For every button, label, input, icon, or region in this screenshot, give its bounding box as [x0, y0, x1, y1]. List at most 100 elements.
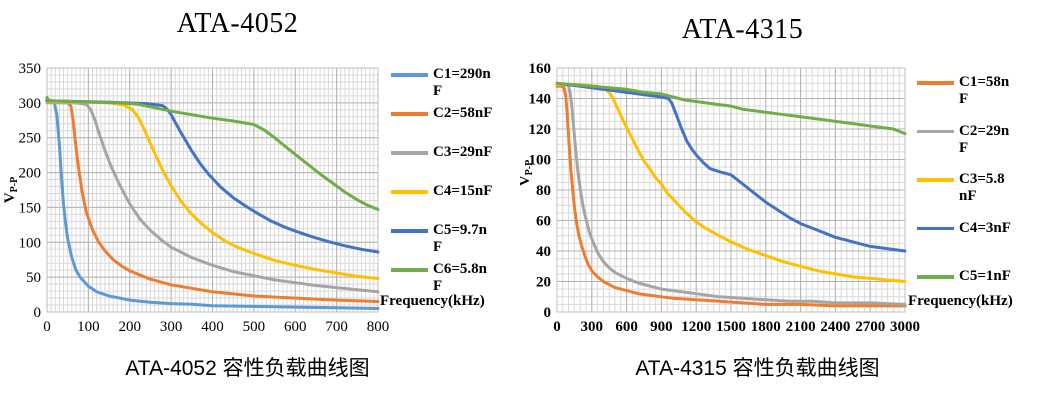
x-tick-label: 600 [284, 319, 307, 335]
y-tick-label: 0 [34, 305, 42, 321]
y-tick-label: 80 [536, 183, 551, 199]
x-tick-label: 400 [201, 319, 224, 335]
x-tick-label: 1800 [751, 319, 781, 335]
legend-item-C2=58nF: C2=58nF [391, 105, 492, 144]
chart-title-ata-4052: ATA-4052 [176, 8, 299, 39]
legend-label: C2=29n F [959, 122, 1010, 156]
y-tick-label: 120 [529, 122, 552, 138]
x-tick-label: 100 [77, 319, 100, 335]
x-tick-label: 0 [553, 319, 561, 335]
y-tick-labels: 0 50 100 150 200 250 300 350 [19, 61, 42, 321]
chart-block-ata-4052: ATA-4052 0 100 200 300 400 500 600 700 800 0 50 100… [0, 0, 520, 406]
legend-label: C2=58nF [433, 105, 493, 121]
y-tick-label: 100 [19, 235, 42, 251]
legend-swatch-icon [917, 226, 954, 230]
legend-item-C4=3nF: C4=3nF [917, 220, 1011, 269]
y-tick-label: 350 [19, 61, 42, 77]
x-tick-label: 500 [243, 319, 266, 335]
legend-label: C6=5.8n F [433, 261, 487, 294]
legend-item-C5=1nF: C5=1nF [917, 268, 1011, 317]
x-tick-label: 3000 [890, 319, 920, 335]
legend-swatch-icon [391, 229, 428, 233]
legend-item-C2=29nF: C2=29n F [917, 123, 1011, 172]
legend-swatch-icon [391, 268, 428, 272]
legend-swatch-icon [391, 112, 428, 116]
x-tick-label: 300 [581, 319, 604, 335]
y-tick-label: 140 [529, 92, 552, 108]
y-tick-label: 100 [529, 153, 552, 169]
y-tick-label: 300 [19, 96, 42, 112]
legend-item-C3=29nF: C3=29nF [391, 144, 492, 183]
series-C4=3nF [555, 81, 907, 253]
y-axis-label: VP-P [520, 160, 535, 186]
chart-title-ata-4315: ATA-4315 [681, 14, 804, 45]
chart-block-ata-4315: ATA-4315 0 300 600 900 1200 1500 1800 2100 2400 2… [520, 0, 1051, 406]
legend-item-C3=5.8nF: C3=5.8 nF [917, 171, 1011, 220]
series-C1=290nF [45, 97, 380, 310]
legend-label: C5=9.7n F [433, 222, 487, 255]
legend-swatch-icon [391, 151, 428, 155]
x-tick-label: 2100 [786, 319, 816, 335]
x-tick-label: 800 [367, 319, 390, 335]
y-axis-label: VP-P [2, 177, 20, 203]
legend-label: C3=5.8 nF [959, 171, 1005, 204]
series-C5=1nF [555, 81, 907, 136]
legend-item-C5=9.7nF: C5=9.7n F [391, 222, 492, 261]
legend-swatch-icon [917, 178, 954, 182]
x-tick-label: 300 [160, 319, 183, 335]
legend-item-C6=5.8nF: C6=5.8n F [391, 261, 492, 300]
series-C1=58nF [555, 84, 907, 308]
series-C6=5.8nF [45, 95, 380, 211]
legend-item-C1=58nF: C1=58n F [917, 74, 1011, 123]
legend-swatch-icon [391, 73, 428, 77]
y-tick-label: 200 [19, 166, 42, 182]
caption-ata-4315: ATA-4315 容性负载曲线图 [635, 357, 880, 380]
legend-label: C4=3nF [959, 219, 1011, 236]
y-tick-label: 40 [536, 244, 551, 260]
series-C2=29nF [555, 83, 907, 306]
y-tick-label: 250 [19, 131, 42, 147]
x-tick-label: 900 [650, 319, 673, 335]
x-axis-label-ata-4315: Frequency(kHz) [908, 293, 1013, 309]
x-tick-label: 1200 [681, 319, 711, 335]
series-C3=29nF [45, 101, 380, 294]
plot-border [556, 67, 906, 313]
y-tick-label: 60 [536, 214, 551, 230]
x-tick-label: 2400 [820, 319, 850, 335]
series-C4=15nF [45, 100, 380, 280]
x-tick-labels: 0 100 200 300 400 500 600 700 800 [43, 319, 389, 335]
legend-ata-4315: C1=58n F C2=29n F C3=5.8 nF C4=3nF C5=1nF [917, 74, 1011, 317]
y-tick-label: 50 [26, 270, 41, 286]
plot-ata-4315: 0 300 600 900 1200 1500 1800 2100 2400 2700 3000 0 2… [520, 61, 920, 335]
legend-swatch-icon [917, 129, 954, 133]
legend-swatch-icon [917, 81, 954, 85]
legend-item-C1=290nF: C1=290n F [391, 66, 492, 105]
legend-label: C3=29nF [433, 144, 493, 160]
x-tick-label: 0 [43, 319, 51, 335]
x-tick-label: 600 [615, 319, 638, 335]
x-tick-label: 2700 [855, 319, 885, 335]
x-tick-label: 1500 [716, 319, 746, 335]
y-tick-label: 160 [529, 61, 552, 77]
series-C3=5.8nF [555, 83, 907, 283]
legend-label: C1=290n F [433, 66, 491, 99]
legend-swatch-icon [917, 275, 954, 279]
x-tick-labels: 0 300 600 900 1200 1500 1800 2100 2400 2700 3000 [553, 319, 920, 335]
x-axis-label-ata-4052: Frequency(kHz) [380, 293, 485, 309]
legend-item-C4=15nF: C4=15nF [391, 183, 492, 222]
x-tick-label: 700 [325, 319, 348, 335]
y-tick-label: 0 [544, 305, 552, 321]
x-tick-label: 200 [119, 319, 142, 335]
series-C2=58nF [45, 100, 380, 303]
legend-label: C1=58n F [959, 74, 1010, 107]
caption-ata-4052: ATA-4052 容性负载曲线图 [125, 357, 370, 380]
plot-ata-4052: 0 100 200 300 400 500 600 700 800 0 50 100 150 200 250… [2, 61, 389, 335]
legend-label: C4=15nF [433, 183, 493, 199]
y-tick-label: 20 [536, 275, 551, 291]
plot-border [46, 67, 379, 313]
legend-ata-4052: C1=290n F C2=58nF C3=29nF C4=15nF C5=9.7n F C6=… [391, 66, 492, 300]
legend-label: C5=1nF [959, 268, 1011, 284]
legend-swatch-icon [391, 190, 428, 194]
y-tick-label: 150 [19, 200, 42, 216]
